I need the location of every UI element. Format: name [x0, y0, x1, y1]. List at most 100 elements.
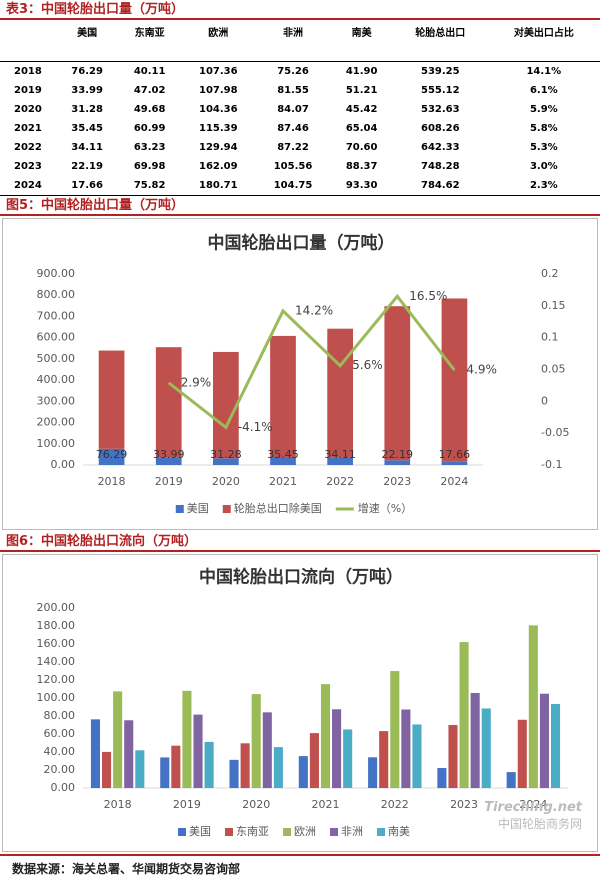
table-cell: 49.68: [133, 104, 166, 115]
y-tick-label: 700.00: [37, 309, 76, 322]
bar: [517, 719, 527, 788]
bar: [213, 351, 239, 459]
table-cell: 2020: [14, 104, 42, 115]
legend-label: 增速（%）: [358, 501, 412, 515]
column-header: 欧洲: [180, 20, 256, 62]
bar: [327, 457, 353, 465]
legend-label: 非洲: [341, 825, 363, 838]
table-cell: 81.55: [277, 85, 309, 96]
y-tick-label: 100.00: [37, 691, 76, 704]
table-cell: 76.29: [71, 66, 103, 77]
bar: [448, 725, 458, 788]
bar: [262, 712, 272, 788]
bar: [229, 759, 239, 788]
table-cell: 532.63: [420, 104, 460, 115]
x-tick-label: 2019: [155, 475, 183, 488]
column-header: 南美: [330, 20, 393, 62]
chart-heading: 图5：中国轮胎出口量（万吨）: [0, 196, 600, 216]
bar: [155, 347, 182, 458]
bar: [113, 691, 123, 788]
x-tick-label: 2021: [269, 475, 297, 488]
bar: [470, 692, 480, 788]
table-cell: 608.26: [420, 123, 460, 134]
y-tick-label: 300.00: [37, 394, 76, 407]
bar: [155, 457, 182, 465]
y-tick-label: 200.00: [37, 416, 76, 429]
bar: [135, 750, 145, 788]
bar: [270, 335, 296, 458]
bar: [309, 733, 319, 788]
column-header: 非洲: [255, 20, 331, 62]
bar: [441, 461, 468, 465]
table-row: 2018 76.29 40.11 107.36 75.26 41.90 539.25 14.1…: [0, 62, 600, 82]
bar: [320, 684, 331, 788]
bar: [182, 690, 192, 788]
y-tick-label: 500.00: [37, 352, 76, 365]
data-label: -4.1%: [238, 420, 273, 434]
y-tick-label: 60.00: [44, 727, 76, 740]
chart-title: 中国轮胎出口量（万吨）: [208, 233, 395, 254]
table-cell: 3.0%: [529, 161, 558, 172]
legend-label: 美国: [189, 825, 211, 838]
x-tick-label: 2023: [383, 475, 411, 488]
x-tick-label: 2022: [381, 798, 409, 811]
table-cell: 84.07: [277, 104, 309, 115]
y-tick-label: 160.00: [37, 637, 76, 650]
chart: 中国轮胎出口流向（万吨） 0.00 20.00 40.00 60.00 80.00 100.…: [2, 554, 598, 852]
bar: [384, 306, 411, 461]
table-cell: 65.04: [345, 123, 378, 134]
y-tick-label: 40.00: [44, 745, 76, 758]
table-cell: 2.3%: [487, 176, 600, 196]
bar: [298, 756, 308, 788]
table: 美国 东南亚 欧洲 非洲 南美 轮胎总出口 对美出口占比 2018 76.29 40.11 107.…: [0, 20, 600, 196]
data-label: 76.29: [96, 448, 128, 461]
table-cell: 31.28: [71, 104, 103, 115]
bar: [539, 693, 549, 788]
watermark-name: 中国轮胎商务网: [497, 817, 582, 831]
table-cell: 40.11: [133, 66, 166, 77]
bar: [384, 460, 411, 465]
chart-title: 中国轮胎出口流向（万吨）: [199, 567, 403, 588]
legend-marker: [283, 828, 291, 836]
table-row: 2024 17.66 75.82 180.71 104.75 93.30 784.62 2.3…: [0, 176, 600, 196]
y2-tick-label: 0: [541, 394, 548, 407]
legend-label: 南美: [388, 825, 410, 838]
table-cell: 104.75: [255, 176, 331, 196]
table-cell: 2018: [14, 66, 42, 77]
x-tick-label: 2020: [212, 475, 240, 488]
table-cell: 180.71: [180, 176, 256, 196]
data-label: 5.6%: [352, 358, 383, 372]
x-tick-label: 2018: [104, 798, 132, 811]
table-row: 2023 22.19 69.98 162.09 105.56 88.37 748.28 3.0…: [0, 157, 600, 176]
table-row: 2022 34.11 63.23 129.94 87.22 70.60 642.33 5.3%: [0, 138, 600, 157]
bar: [102, 751, 112, 788]
table-cell: 5.8%: [529, 123, 558, 134]
table-cell: 88.37: [345, 161, 378, 172]
table-cell: 784.62: [392, 176, 488, 196]
table-cell: 14.1%: [526, 66, 562, 77]
table-row: 2021 35.45 60.99 115.39 87.46 65.04 608.26 5.8%: [0, 119, 600, 138]
bar: [270, 457, 296, 465]
charts: 图5：中国轮胎出口量（万吨） 中国轮胎出口量（万吨） 0.00 100.00 200.0…: [0, 196, 600, 852]
data-label: 34.11: [324, 448, 356, 461]
table-cell: 17.66: [55, 176, 119, 196]
data-label: 33.99: [153, 448, 185, 461]
table-cell: 2021: [14, 123, 42, 134]
data-label: 35.45: [267, 448, 299, 461]
bar: [240, 743, 250, 788]
y-tick-label: 900.00: [37, 267, 76, 280]
table-cell: 47.02: [133, 85, 166, 96]
table-cell: 2024: [0, 176, 56, 196]
bar: [412, 724, 422, 788]
watermark: Tireching.net 中国轮胎商务网: [484, 800, 582, 832]
y-tick-label: 200.00: [37, 601, 76, 614]
table-cell: 748.28: [420, 161, 460, 172]
bar: [343, 729, 353, 788]
table-row: 2020 31.28 49.68 104.36 84.07 45.42 532.63 5.9%: [0, 100, 600, 119]
bar: [441, 298, 468, 462]
table-cell: 34.11: [71, 142, 103, 153]
y-tick-label: 800.00: [37, 288, 76, 301]
bar: [90, 719, 101, 788]
column-header: 美国: [55, 20, 119, 62]
data-label: 16.5%: [409, 289, 447, 303]
